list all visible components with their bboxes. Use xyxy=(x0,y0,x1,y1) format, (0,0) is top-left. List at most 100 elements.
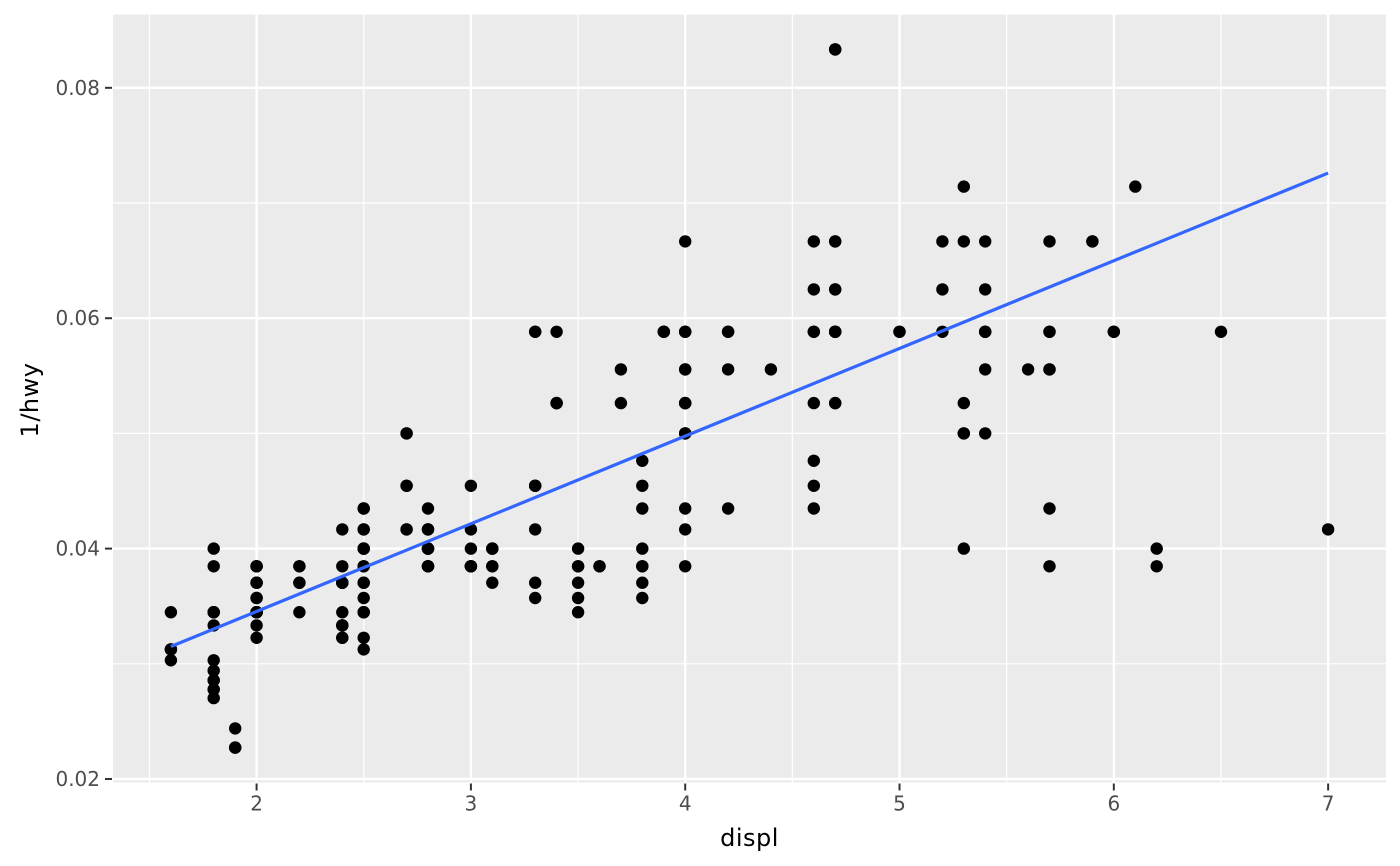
data-point xyxy=(636,591,649,605)
x-tick-label: 4 xyxy=(679,792,692,816)
data-point xyxy=(529,479,542,492)
data-point xyxy=(250,576,263,589)
data-point xyxy=(1043,502,1056,515)
data-point xyxy=(357,542,370,555)
major-gridlines xyxy=(113,14,1386,783)
data-point xyxy=(357,631,370,644)
data-point xyxy=(207,654,220,667)
data-point xyxy=(636,560,649,573)
data-point xyxy=(957,235,970,248)
data-point xyxy=(829,283,842,296)
data-point xyxy=(336,523,349,536)
data-point xyxy=(1321,523,1335,536)
y-tick-label: 0.06 xyxy=(55,306,100,330)
data-point xyxy=(807,325,820,338)
panel-background xyxy=(113,14,1386,783)
data-point xyxy=(357,576,370,589)
data-point xyxy=(764,363,778,376)
data-point xyxy=(1129,180,1142,193)
data-point xyxy=(979,235,992,248)
data-point xyxy=(636,542,649,555)
data-point xyxy=(357,502,370,515)
data-point xyxy=(207,664,220,677)
data-point xyxy=(614,396,628,410)
data-point xyxy=(550,396,563,410)
data-point xyxy=(336,560,349,573)
data-point xyxy=(400,523,413,536)
data-point xyxy=(336,606,349,619)
data-point xyxy=(293,576,306,589)
data-point xyxy=(207,691,220,705)
data-point xyxy=(679,325,692,338)
data-point xyxy=(957,180,970,193)
data-point xyxy=(250,560,263,573)
x-tick-label: 7 xyxy=(1322,792,1335,816)
data-point xyxy=(229,741,242,754)
data-point xyxy=(636,576,649,589)
data-point xyxy=(1043,235,1056,248)
data-point xyxy=(1043,325,1056,338)
data-point xyxy=(721,325,735,338)
data-point xyxy=(207,542,220,555)
data-point xyxy=(679,363,692,376)
data-points xyxy=(164,43,1335,754)
data-point xyxy=(979,325,992,338)
data-point xyxy=(1214,325,1228,338)
data-point xyxy=(657,325,670,338)
data-point xyxy=(679,235,692,248)
data-point xyxy=(807,235,820,248)
data-point xyxy=(357,591,370,605)
minor-gridlines xyxy=(113,14,1386,783)
data-point xyxy=(679,502,692,515)
data-point xyxy=(936,283,949,296)
data-point xyxy=(721,502,735,515)
regression-line xyxy=(170,171,1329,649)
data-point xyxy=(529,523,542,536)
data-point xyxy=(1043,363,1056,376)
data-point xyxy=(250,591,263,605)
data-point xyxy=(336,576,349,589)
data-point xyxy=(829,396,842,410)
data-point xyxy=(400,427,413,440)
data-point xyxy=(250,631,263,644)
data-point xyxy=(336,619,349,632)
data-point xyxy=(571,606,585,619)
data-point xyxy=(1150,542,1163,555)
data-point xyxy=(336,631,349,644)
data-point xyxy=(571,560,585,573)
data-point xyxy=(486,542,499,555)
data-point xyxy=(1150,560,1163,573)
data-point xyxy=(571,576,585,589)
data-point xyxy=(1107,325,1121,338)
x-tick-labels: 2 3 4 5 6 7 xyxy=(250,792,1334,816)
data-point xyxy=(357,523,370,536)
data-point xyxy=(679,396,692,410)
x-axis-title: displ xyxy=(720,824,779,852)
data-point xyxy=(593,560,606,573)
y-tick-label: 0.02 xyxy=(55,767,100,791)
data-point xyxy=(421,542,435,555)
data-point xyxy=(464,479,478,492)
data-point xyxy=(229,722,242,735)
data-point xyxy=(807,502,820,515)
data-point xyxy=(421,523,435,536)
data-point xyxy=(421,502,435,515)
data-point xyxy=(614,363,628,376)
data-point xyxy=(529,591,542,605)
data-point xyxy=(829,235,842,248)
data-point xyxy=(571,591,585,605)
data-point xyxy=(979,363,992,376)
y-tick-label: 0.04 xyxy=(55,537,100,561)
data-point xyxy=(636,479,649,492)
data-point xyxy=(979,427,992,440)
data-point xyxy=(957,427,970,440)
data-point xyxy=(1043,560,1056,573)
data-point xyxy=(936,235,949,248)
x-tick-label: 5 xyxy=(893,792,906,816)
data-point xyxy=(207,560,220,573)
data-point xyxy=(164,606,178,619)
data-point xyxy=(400,479,413,492)
data-point xyxy=(357,606,370,619)
